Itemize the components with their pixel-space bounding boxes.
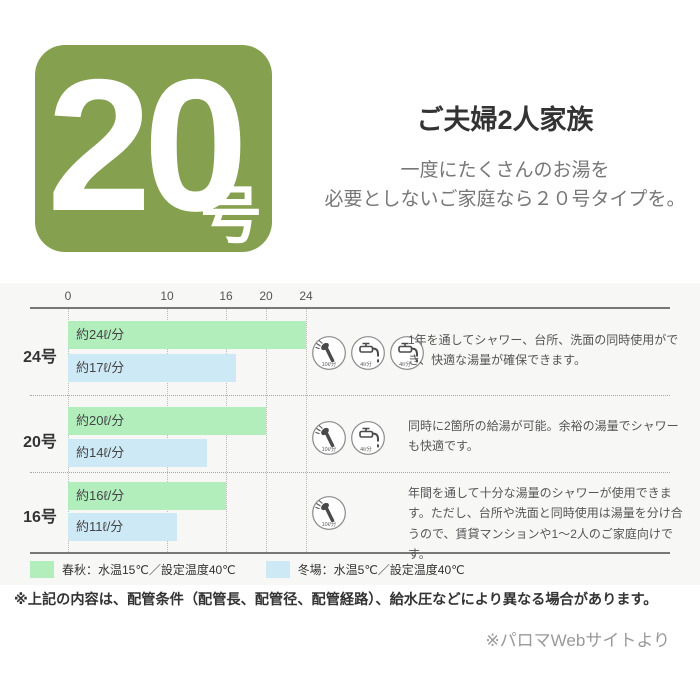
svg-text:4ℓ/分: 4ℓ/分 [399, 360, 411, 368]
row-divider [30, 395, 670, 396]
bar-winter-20: 約14ℓ/分 [68, 439, 207, 467]
hero-subtitle: 一度にたくさんのお湯を 必要としないご家庭なら２０号タイプを。 [318, 157, 692, 214]
flow-rate-chart: 0 10 16 20 24 24号 約24ℓ/分 約17ℓ/分 10ℓ/分 [0, 283, 700, 585]
svg-text:4ℓ/分: 4ℓ/分 [360, 360, 372, 368]
row-label-20: 20号 [23, 434, 57, 451]
hero-title: ご夫婦2人家族 [416, 105, 594, 135]
bar-spring-24: 約24ℓ/分 [68, 321, 306, 349]
legend-swatch-spring [30, 561, 54, 578]
bar-winter-24: 約17ℓ/分 [68, 354, 236, 382]
bar-spring-16: 約16ℓ/分 [68, 482, 226, 510]
row-label-16: 16号 [23, 509, 57, 526]
svg-text:10ℓ/分: 10ℓ/分 [322, 445, 337, 453]
shower-icon: 10ℓ/分 [311, 335, 347, 371]
usage-icons-24: 10ℓ/分 4ℓ/分 [311, 335, 425, 371]
capacity-number: 20 [46, 39, 248, 250]
axis-tick-24: 24 [299, 289, 313, 303]
row-label-24: 24号 [23, 349, 57, 366]
axis-tick-10: 10 [160, 289, 174, 303]
disclaimer-note: ※上記の内容は、配管条件（配管長、配管径、配管経路）、給水圧などにより異なる場合… [14, 592, 658, 608]
bar-spring-20: 約20ℓ/分 [68, 407, 266, 435]
gridline-24 [306, 309, 307, 552]
svg-text:10ℓ/分: 10ℓ/分 [322, 360, 337, 368]
faucet-icon: 4ℓ/分 [389, 335, 425, 371]
usage-icons-20: 10ℓ/分 4ℓ/分 [311, 420, 386, 456]
legend-label-spring: 春秋：水温15℃／設定温度40℃ [62, 563, 236, 577]
hero-subtitle-line1: 一度にたくさんのお湯を [400, 160, 610, 181]
bar-winter-16: 約11ℓ/分 [68, 513, 177, 541]
legend-swatch-winter [265, 561, 290, 578]
chart-legend: 春秋：水温15℃／設定温度40℃ 冬場：水温5℃／設定温度40℃ [30, 561, 465, 578]
hero-text: ご夫婦2人家族 一度にたくさんのお湯を 必要としないご家庭なら２０号タイプを。 [318, 98, 692, 214]
axis-tick-20: 20 [259, 289, 273, 303]
row-description-20: 同時に2箇所の給湯が可能。余裕の湯量でシャワーも快適です。 [408, 419, 679, 454]
faucet-icon: 4ℓ/分 [350, 335, 386, 371]
legend-label-winter: 冬場：水温5℃／設定温度40℃ [297, 563, 465, 577]
svg-text:10ℓ/分: 10ℓ/分 [322, 520, 337, 528]
faucet-icon: 4ℓ/分 [350, 420, 386, 456]
row-description-16: 年間を通して十分な湯量のシャワーが使用できます。ただし、台所や洗面と同時使用は湯… [408, 486, 683, 562]
svg-text:4ℓ/分: 4ℓ/分 [360, 445, 372, 453]
chart-top-axis [30, 307, 670, 309]
shower-icon: 10ℓ/分 [311, 420, 347, 456]
gridline-20 [266, 309, 267, 552]
chart-bottom-axis [30, 552, 670, 554]
row-divider [30, 472, 670, 473]
shower-icon: 10ℓ/分 [311, 495, 347, 531]
usage-icons-16: 10ℓ/分 [311, 495, 347, 531]
capacity-unit-suffix: 号 [199, 182, 262, 251]
source-credit: ※パロマWebサイトより [485, 631, 670, 650]
hero-subtitle-line2: 必要としないご家庭なら２０号タイプを。 [324, 188, 686, 210]
axis-tick-16: 16 [219, 289, 233, 303]
axis-tick-0: 0 [64, 289, 72, 303]
capacity-badge: 20 号 [35, 45, 272, 252]
row-description-24: 1年を通してシャワー、台所、洗面の同時使用ができ、快適な湯量が確保できます。 [408, 333, 679, 368]
